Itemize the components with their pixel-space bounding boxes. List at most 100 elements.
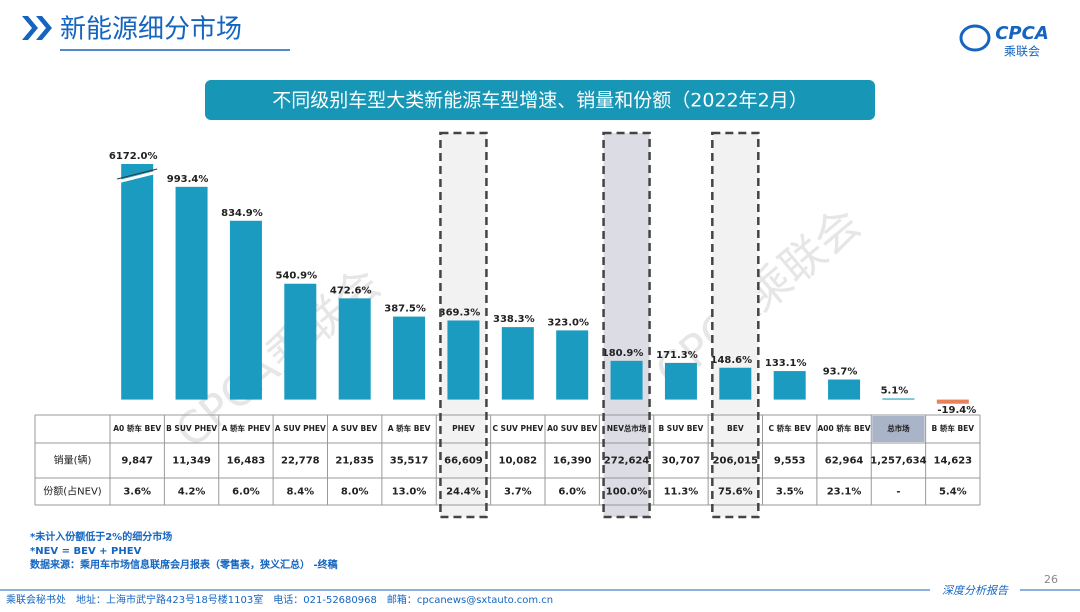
bar <box>556 330 589 400</box>
table-cell: 11,349 <box>172 456 211 467</box>
bar <box>610 360 643 400</box>
table-cell: 3.7% <box>504 487 532 498</box>
table-cell: 4.2% <box>178 487 206 498</box>
bar <box>229 220 262 400</box>
row-label: 份额(占NEV) <box>43 485 102 498</box>
header-shade <box>872 416 925 442</box>
bar <box>664 362 697 400</box>
table-cell: 13.0% <box>392 487 427 498</box>
bar <box>175 186 208 400</box>
bar <box>936 399 969 404</box>
column-header: B SUV PHEV <box>166 424 217 433</box>
table-cell: 206,015 <box>713 456 759 467</box>
footer-text: 乘联会秘书处 地址：上海市武宁路423号18号楼1103室 电话：021-526… <box>6 593 553 606</box>
table-cell: 75.6% <box>718 487 753 498</box>
table-cell: 6.0% <box>558 487 586 498</box>
table-cell: 16,483 <box>227 456 266 467</box>
table-cell: 11.3% <box>664 487 699 498</box>
chart-title: 不同级别车型大类新能源车型增速、销量和份额（2022年2月） <box>272 90 807 112</box>
bar <box>882 398 915 400</box>
logo-subtext: 乘联会 <box>1004 45 1040 59</box>
bar <box>393 316 426 400</box>
bar <box>447 320 480 400</box>
footer-tag: 深度分析报告 <box>942 584 1009 597</box>
note: *未计入份额低于2%的细分市场 <box>30 530 172 543</box>
table-cell: 30,707 <box>662 456 701 467</box>
column-header: C 轿车 BEV <box>769 423 812 433</box>
table-cell: 66,609 <box>444 456 483 467</box>
row-label: 销量(辆) <box>54 454 92 467</box>
table-cell: 5.4% <box>939 487 967 498</box>
table-cell: 1,257,634 <box>870 456 926 467</box>
chart-title-banner <box>205 80 875 120</box>
value-label: 6172.0% <box>109 151 158 162</box>
bar <box>773 371 806 400</box>
value-label: 369.3% <box>439 307 481 318</box>
table-cell: 8.4% <box>286 487 314 498</box>
table-cell: 35,517 <box>390 456 429 467</box>
chevron-icon <box>22 16 52 40</box>
table-cell: 272,624 <box>604 456 650 467</box>
value-label: 133.1% <box>765 358 807 369</box>
highlight-box <box>711 131 760 519</box>
column-header: A0 SUV BEV <box>547 424 597 433</box>
value-label: 993.4% <box>167 174 209 185</box>
table-cell: - <box>896 487 900 498</box>
axis-break <box>117 168 158 180</box>
column-header: BEV <box>727 424 744 433</box>
column-header: A SUV PHEV <box>275 424 326 433</box>
table-cell: 23.1% <box>827 487 862 498</box>
value-label: 180.9% <box>602 348 644 359</box>
value-label: 5.1% <box>881 385 909 396</box>
column-header: A0 轿车 BEV <box>113 423 161 433</box>
table-cell: 9,553 <box>774 456 806 467</box>
column-header: NEV总市场 <box>607 423 647 433</box>
logo-mark <box>959 24 991 52</box>
table-cell: 16,390 <box>553 456 592 467</box>
bar <box>719 367 752 400</box>
value-label: 540.9% <box>275 271 317 282</box>
note: 数据来源：乘用车市场信息联席会月报表（零售表，狭义汇总） -终稿 <box>30 558 338 571</box>
table-cell: 24.4% <box>446 487 481 498</box>
highlight-fill <box>603 133 650 517</box>
table-cell: 3.6% <box>123 487 151 498</box>
table-cell: 8.0% <box>341 487 369 498</box>
value-label: 323.0% <box>547 317 589 328</box>
value-label: 338.3% <box>493 314 535 325</box>
page-number: 26 <box>1044 573 1058 586</box>
value-label: 148.6% <box>710 355 752 366</box>
bar <box>284 283 317 400</box>
highlight-fill <box>712 133 759 517</box>
value-label: -19.4% <box>937 405 976 416</box>
column-header: A SUV BEV <box>332 424 377 433</box>
bar <box>338 298 371 400</box>
bar <box>121 164 154 400</box>
axis-break <box>116 170 158 184</box>
column-header: C SUV PHEV <box>492 424 543 433</box>
column-header: PHEV <box>452 424 475 433</box>
table-cell: 100.0% <box>606 487 648 498</box>
highlight-box <box>439 131 488 519</box>
column-header: 总市场 <box>887 423 910 433</box>
table-cell: 3.5% <box>776 487 804 498</box>
column-header: B SUV BEV <box>658 424 703 433</box>
value-label: 472.6% <box>330 285 372 296</box>
value-label: 387.5% <box>384 304 426 315</box>
logo-text: CPCA <box>995 23 1049 44</box>
column-header: B 轿车 BEV <box>932 423 975 433</box>
table-cell: 14,623 <box>934 456 973 467</box>
page-title: 新能源细分市场 <box>60 15 242 45</box>
table-cell: 6.0% <box>232 487 260 498</box>
column-header: A00 轿车 BEV <box>818 423 871 433</box>
table-cell: 22,778 <box>281 456 320 467</box>
column-header: A 轿车 BEV <box>388 423 431 433</box>
table-cell: 9,847 <box>121 456 153 467</box>
highlight-box <box>602 131 651 519</box>
value-label: 93.7% <box>823 367 858 378</box>
bar <box>501 327 534 400</box>
value-label: 171.3% <box>656 350 698 361</box>
table-cell: 21,835 <box>335 456 374 467</box>
note: *NEV = BEV + PHEV <box>30 546 142 557</box>
table-cell: 62,964 <box>825 456 864 467</box>
